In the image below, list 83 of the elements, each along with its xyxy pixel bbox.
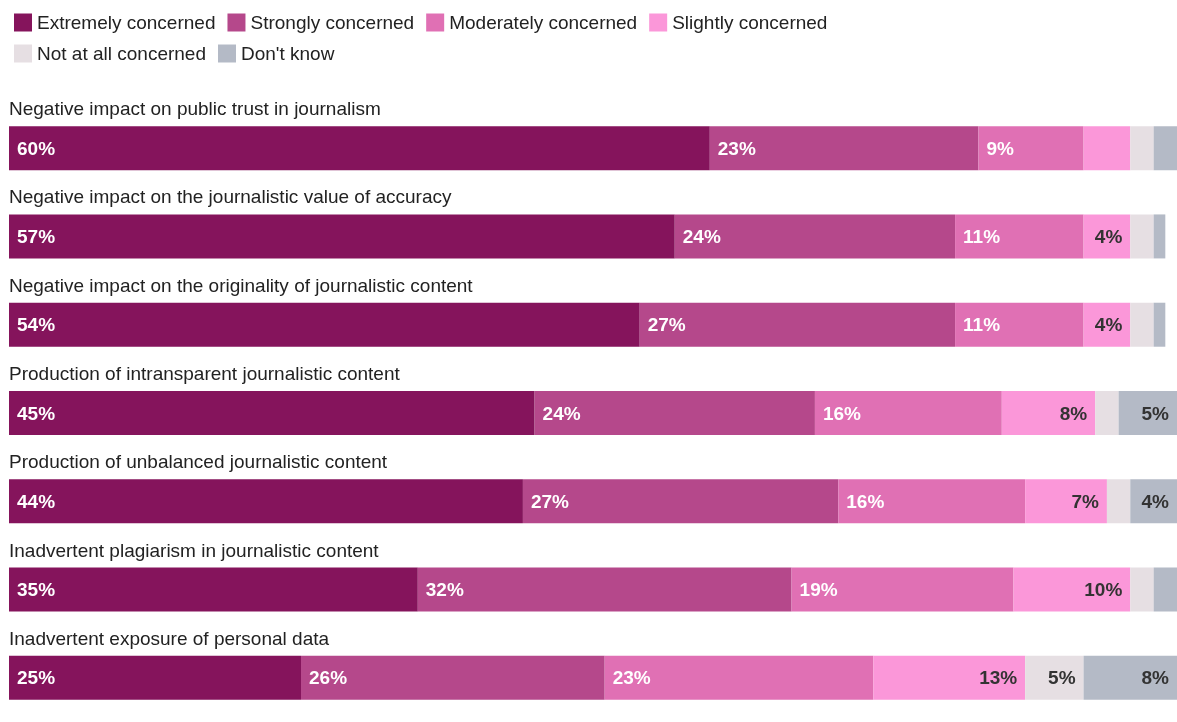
bar [1153, 214, 1166, 259]
y-tick-label: Negative impact on the journalistic value of accuracy [9, 186, 452, 208]
data-label: 60% [17, 137, 56, 159]
bar [1130, 302, 1154, 347]
bar [1153, 302, 1166, 347]
data-label: 7% [1071, 490, 1100, 512]
bar [978, 126, 1084, 171]
bar [814, 391, 1002, 435]
bar [1153, 126, 1177, 171]
data-label: 35% [17, 579, 56, 601]
bar [1025, 655, 1084, 700]
data-label: 16% [822, 402, 862, 424]
data-label: 10% [1084, 579, 1123, 601]
bar [9, 391, 535, 435]
y-tick-label: Production of unbalanced journalistic content [9, 451, 388, 473]
data-label: 23% [612, 667, 651, 689]
data-label: 8% [1141, 667, 1170, 689]
legend-label: Strongly concerned [250, 12, 415, 33]
y-tick-label: Inadvertent plagiarism in journalistic content [9, 539, 380, 561]
bar [1025, 479, 1107, 524]
y-tick-label: Negative impact on the originality of journalistic content [9, 274, 474, 296]
bar [1083, 126, 1131, 171]
bar [1153, 567, 1177, 612]
bar [9, 655, 301, 700]
bar [873, 655, 1026, 700]
bar [1013, 567, 1131, 612]
data-label: 27% [530, 490, 570, 512]
bar [534, 391, 815, 435]
data-label: 23% [717, 137, 756, 159]
data-label: 27% [647, 314, 686, 336]
bar [955, 214, 1084, 259]
bar [417, 567, 792, 612]
bar [604, 655, 874, 700]
data-label: 16% [846, 490, 885, 512]
bar [1083, 655, 1177, 700]
data-label: 8% [1059, 402, 1088, 424]
y-tick-label: Negative impact on public trust in journalism [9, 98, 381, 120]
data-label: 9% [986, 137, 1015, 159]
bar [674, 214, 956, 259]
data-label: 32% [425, 579, 464, 601]
legend-label: Moderately concerned [449, 12, 638, 33]
data-label: 25% [17, 667, 56, 689]
bar [639, 302, 956, 347]
data-label: 26% [309, 667, 348, 689]
bar [1118, 391, 1177, 435]
bar [301, 655, 605, 700]
bar [9, 214, 675, 259]
data-label: 45% [17, 402, 56, 424]
bar [1095, 391, 1119, 435]
data-label: 4% [1094, 314, 1123, 336]
bar [9, 302, 640, 347]
legend-label: Slightly concerned [672, 12, 828, 33]
data-label: 5% [1048, 667, 1076, 689]
data-label: 24% [542, 402, 581, 424]
bar [1001, 391, 1096, 435]
bar [522, 479, 839, 524]
bar [1130, 567, 1154, 612]
bar [1106, 479, 1131, 524]
data-label: 4% [1094, 225, 1123, 247]
bar [955, 302, 1084, 347]
legend-label: Not at all concerned [37, 43, 206, 64]
data-label: 44% [17, 490, 56, 512]
bar [838, 479, 1026, 524]
data-label: 24% [682, 225, 721, 247]
bar [1130, 214, 1154, 259]
y-tick-label: Production of intransparent journalistic content [9, 363, 401, 384]
data-label: 5% [1141, 402, 1170, 424]
bar [709, 126, 979, 171]
data-label: 57% [17, 225, 56, 247]
bar [9, 479, 523, 524]
legend-label: Extremely concerned [37, 12, 216, 33]
bar [1130, 126, 1154, 171]
data-label: 11% [963, 225, 1001, 247]
data-label: 11% [963, 314, 1001, 336]
data-label: 4% [1141, 490, 1170, 512]
bar [791, 567, 1014, 612]
data-label: 54% [17, 314, 56, 336]
legend-label: Don't know [240, 43, 335, 64]
bar [9, 567, 418, 612]
data-label: 19% [799, 579, 838, 601]
data-label: 13% [979, 667, 1018, 689]
y-tick-label: Inadvertent exposure of personal data [9, 627, 330, 649]
bar [9, 126, 710, 171]
